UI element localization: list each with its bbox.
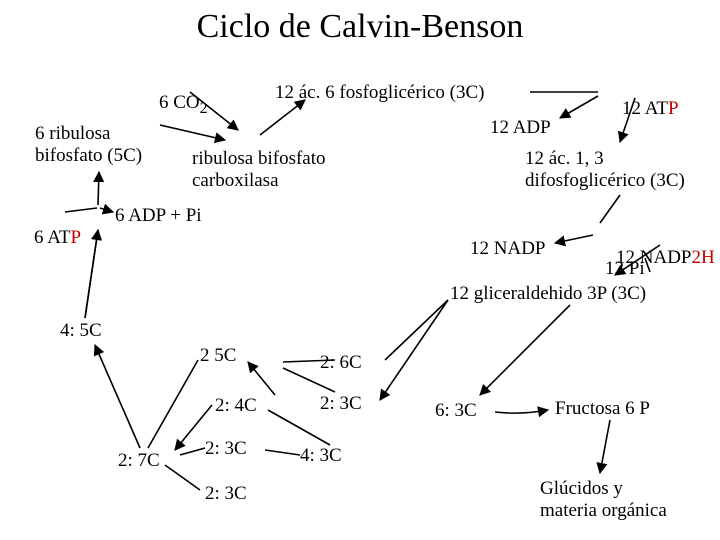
label-2-6c: 2: 6C bbox=[320, 352, 362, 374]
page-title: Ciclo de Calvin-Benson bbox=[0, 8, 720, 46]
label-fructosa-6p: Fructosa 6 P bbox=[555, 398, 650, 420]
label-12-ac-6-fosfoglicerico: 12 ác. 6 fosfoglicérico (3C) bbox=[275, 82, 484, 104]
label-6-adp-pi: 6 ADP + Pi bbox=[115, 205, 202, 227]
label-12-adp: 12 ADP bbox=[490, 117, 551, 139]
label-6-3c: 6: 3C bbox=[435, 400, 477, 422]
label-12-atp: 12 ATP bbox=[603, 76, 679, 142]
label-2-5c: 2 5C bbox=[200, 345, 236, 367]
label-12-ac-1-3-difosfoglicerico: 12 ác. 1, 3 difosfoglicérico (3C) bbox=[525, 148, 685, 192]
label-6co2: 6 CO2 bbox=[140, 70, 208, 140]
label-2-4c: 2: 4C bbox=[215, 395, 257, 417]
label-rubisco-enzyme: ribulosa bifosfato carboxilasa bbox=[192, 148, 326, 192]
label-6-ribulosa-bifosfato: 6 ribulosa bifosfato (5C) bbox=[35, 123, 142, 167]
label-4-3c: 4: 3C bbox=[300, 445, 342, 467]
label-6-atp: 6 ATP bbox=[15, 205, 81, 271]
label-2-7c: 2: 7C bbox=[118, 450, 160, 472]
label-12-nadp: 12 NADP bbox=[470, 238, 545, 260]
label-glucidos: Glúcidos y materia orgánica bbox=[540, 478, 667, 522]
label-2-3c-mid: 2: 3C bbox=[205, 438, 247, 460]
label-2-3c-bottom: 2: 3C bbox=[205, 483, 247, 505]
label-2-3c-top: 2: 3C bbox=[320, 393, 362, 415]
label-12-gliceraldehido-3p: 12 gliceraldehido 3P (3C) bbox=[450, 283, 646, 305]
label-4-5c: 4: 5C bbox=[60, 320, 102, 342]
label-12-pi: 12 Pi bbox=[605, 258, 645, 280]
diagram-stage: Ciclo de Calvin-Benson 6 CO2 12 ác. 6 fo… bbox=[0, 0, 720, 540]
